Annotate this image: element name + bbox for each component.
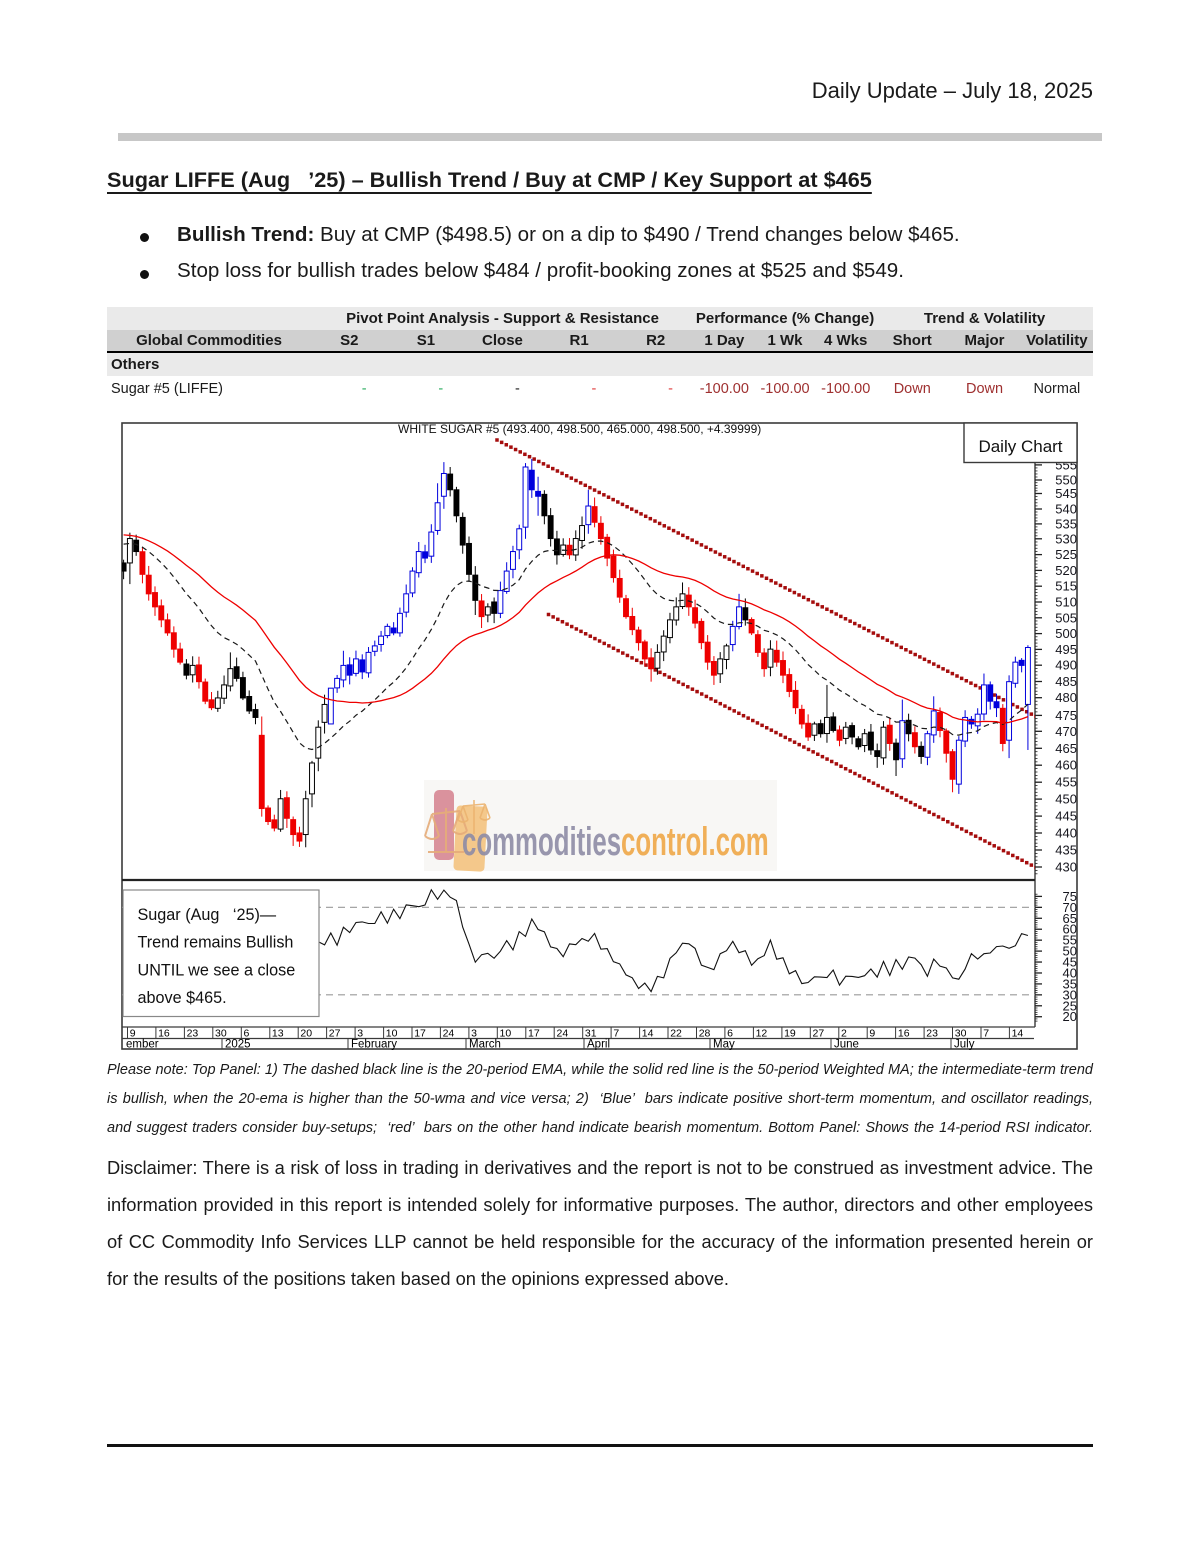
svg-text:40: 40 bbox=[1063, 965, 1077, 980]
svg-text:10: 10 bbox=[500, 1028, 512, 1040]
svg-text:450: 450 bbox=[1055, 792, 1077, 807]
svg-text:3: 3 bbox=[471, 1028, 477, 1040]
svg-text:35: 35 bbox=[1063, 976, 1077, 991]
svg-text:470: 470 bbox=[1055, 724, 1077, 739]
svg-text:24: 24 bbox=[557, 1028, 569, 1040]
svg-text:22: 22 bbox=[670, 1028, 682, 1040]
svg-text:27: 27 bbox=[813, 1028, 825, 1040]
svg-text:16: 16 bbox=[898, 1028, 910, 1040]
svg-text:2: 2 bbox=[841, 1028, 847, 1040]
svg-text:31: 31 bbox=[585, 1028, 597, 1040]
svg-text:510: 510 bbox=[1055, 595, 1077, 610]
svg-text:10: 10 bbox=[386, 1028, 398, 1040]
svg-text:2025: 2025 bbox=[225, 1039, 251, 1051]
svg-text:530: 530 bbox=[1055, 531, 1077, 546]
svg-text:ember: ember bbox=[126, 1039, 159, 1051]
svg-text:9: 9 bbox=[130, 1028, 136, 1040]
svg-text:20: 20 bbox=[1063, 1009, 1077, 1024]
svg-text:495: 495 bbox=[1055, 642, 1077, 657]
svg-text:May: May bbox=[713, 1039, 735, 1051]
svg-text:March: March bbox=[469, 1039, 501, 1051]
svg-text:30: 30 bbox=[955, 1028, 967, 1040]
svg-text:28: 28 bbox=[699, 1028, 711, 1040]
svg-text:7: 7 bbox=[613, 1028, 619, 1040]
svg-text:24: 24 bbox=[443, 1028, 455, 1040]
svg-text:435: 435 bbox=[1055, 843, 1077, 858]
svg-text:June: June bbox=[834, 1039, 859, 1051]
svg-text:12: 12 bbox=[756, 1028, 768, 1040]
svg-text:27: 27 bbox=[329, 1028, 341, 1040]
svg-text:500: 500 bbox=[1055, 626, 1077, 641]
svg-text:535: 535 bbox=[1055, 516, 1077, 531]
svg-text:60: 60 bbox=[1063, 922, 1077, 937]
svg-text:14: 14 bbox=[1012, 1028, 1024, 1040]
svg-text:19: 19 bbox=[784, 1028, 796, 1040]
svg-text:UNTIL we see a close: UNTIL we see a close bbox=[138, 961, 296, 979]
svg-text:13: 13 bbox=[272, 1028, 284, 1040]
svg-text:460: 460 bbox=[1055, 758, 1077, 773]
svg-text:475: 475 bbox=[1055, 708, 1077, 723]
svg-text:February: February bbox=[351, 1039, 397, 1051]
svg-text:445: 445 bbox=[1055, 809, 1077, 824]
svg-text:Daily Chart: Daily Chart bbox=[978, 437, 1062, 456]
svg-text:17: 17 bbox=[414, 1028, 426, 1040]
svg-text:55: 55 bbox=[1063, 933, 1077, 948]
svg-text:commoditiescontrol.com: commoditiescontrol.com bbox=[462, 821, 769, 865]
svg-text:540: 540 bbox=[1055, 502, 1077, 517]
svg-text:455: 455 bbox=[1055, 775, 1077, 790]
svg-text:16: 16 bbox=[158, 1028, 170, 1040]
svg-text:45: 45 bbox=[1063, 955, 1077, 970]
svg-text:Trend remains Bullish: Trend remains Bullish bbox=[138, 934, 294, 952]
svg-text:17: 17 bbox=[528, 1028, 540, 1040]
svg-text:WHITE SUGAR #5 (493.400, 498.5: WHITE SUGAR #5 (493.400, 498.500, 465.00… bbox=[398, 422, 761, 436]
svg-text:545: 545 bbox=[1055, 486, 1077, 501]
svg-text:75: 75 bbox=[1063, 889, 1077, 904]
svg-text:3: 3 bbox=[357, 1028, 363, 1040]
svg-text:30: 30 bbox=[1063, 987, 1077, 1002]
svg-text:525: 525 bbox=[1055, 547, 1077, 562]
svg-text:440: 440 bbox=[1055, 826, 1077, 841]
svg-text:550: 550 bbox=[1055, 473, 1077, 488]
svg-text:23: 23 bbox=[926, 1028, 938, 1040]
svg-text:Sugar (Aug ‘25)—: Sugar (Aug ‘25)— bbox=[138, 906, 277, 924]
svg-text:7: 7 bbox=[983, 1028, 989, 1040]
svg-text:9: 9 bbox=[869, 1028, 875, 1040]
svg-text:July: July bbox=[954, 1039, 975, 1051]
svg-text:505: 505 bbox=[1055, 610, 1077, 625]
svg-text:485: 485 bbox=[1055, 674, 1077, 689]
svg-text:23: 23 bbox=[187, 1028, 199, 1040]
svg-text:April: April bbox=[587, 1039, 610, 1051]
svg-text:70: 70 bbox=[1063, 900, 1077, 915]
svg-text:25: 25 bbox=[1063, 998, 1077, 1013]
svg-text:14: 14 bbox=[642, 1028, 654, 1040]
svg-text:50: 50 bbox=[1063, 944, 1077, 959]
svg-text:20: 20 bbox=[300, 1028, 312, 1040]
svg-text:480: 480 bbox=[1055, 690, 1077, 705]
svg-text:515: 515 bbox=[1055, 579, 1077, 594]
svg-text:430: 430 bbox=[1055, 860, 1077, 875]
svg-text:30: 30 bbox=[215, 1028, 227, 1040]
svg-text:65: 65 bbox=[1063, 911, 1077, 926]
svg-text:6: 6 bbox=[727, 1028, 733, 1040]
svg-text:above $465.: above $465. bbox=[138, 989, 227, 1007]
svg-text:465: 465 bbox=[1055, 741, 1077, 756]
svg-text:6: 6 bbox=[244, 1028, 250, 1040]
svg-text:490: 490 bbox=[1055, 658, 1077, 673]
svg-text:520: 520 bbox=[1055, 563, 1077, 578]
